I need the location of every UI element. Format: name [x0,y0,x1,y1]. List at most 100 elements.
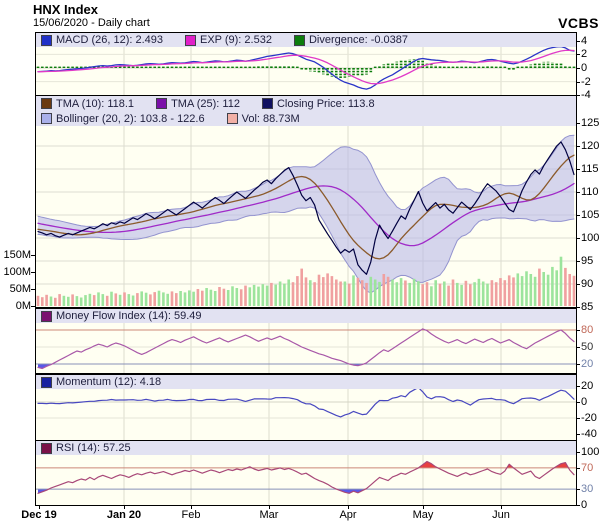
legend-swatch-icon [41,376,52,388]
volume-bar [131,295,135,306]
axis-tick-mark [576,41,580,42]
volume-bar [555,270,558,306]
volume-bar [252,284,256,306]
volume-bar [434,280,437,306]
legend-item: Vol: 88.73M [226,113,300,125]
axis-tick-label: 0 [581,499,588,511]
volume-bar [274,284,277,306]
vcbs-logo: VCBS [558,15,599,31]
volume-bar [460,284,463,306]
month-tick-mark [423,505,424,509]
legend-item: Closing Price: 113.8 [261,98,375,110]
rsi-legend: RSI (14): 57.25 [36,441,576,455]
volume-bar [296,276,299,306]
volume-bar [499,278,502,306]
volume-bar [486,283,489,306]
chart-subtitle: 15/06/2020 - Daily chart [33,17,150,29]
volume-bar [520,276,524,306]
axis-tick-label: 85 [581,301,594,313]
legend-label: RSI (14): 57.25 [56,442,131,454]
volume-bar [92,295,96,306]
volume-bar [412,278,416,306]
volume-bar [188,290,191,306]
volume-bar [149,294,152,306]
axis-tick-label: -40 [581,428,597,440]
legend-item: Bollinger (20, 2): 103.8 - 122.6 [41,113,205,125]
price-legend-row1: TMA (10): 118.1 TMA (25): 112 Closing Pric… [36,96,576,111]
axis-tick-mark [576,402,580,403]
volume-tick-label: 0M [15,300,31,312]
volume-bar [529,274,533,306]
volume-bar [41,297,44,306]
volume-bar [157,290,161,306]
volume-bar [209,289,213,306]
volume-bar [538,268,541,306]
macd-line [37,47,575,90]
volume-bar [75,296,79,306]
volume-bar [213,291,217,306]
legend-item: RSI (14): 57.25 [41,442,131,454]
volume-tick-mark [31,272,35,273]
month-label: Feb [181,509,201,521]
volume-bar [464,280,468,306]
volume-bar [421,284,424,306]
volume-bar [391,279,394,306]
volume-bar [507,275,511,306]
volume-bar [166,293,169,306]
panel-rsi: RSI (14): 57.25 [35,440,577,506]
bollinger-upper-line [37,134,575,227]
legend-swatch-icon [156,98,168,109]
volume-bar [417,281,420,306]
axis-tick-mark [576,418,580,419]
volume-bar [360,280,364,306]
axis-tick-mark [576,489,580,490]
month-tick-mark [191,505,192,509]
volume-bar [88,293,92,306]
volume-bar [309,280,312,306]
bollinger-band [38,135,574,293]
volume-bar [322,277,325,306]
volume-bar [572,275,576,306]
volume-bar [97,292,100,306]
volume-bar [248,287,252,306]
legend-label: Bollinger (20, 2): 103.8 - 122.6 [56,112,205,125]
mfi-legend: Money Flow Index (14): 59.49 [36,309,576,323]
momentum-plot [36,389,576,440]
volume-bar [101,294,105,306]
volume-bar [71,294,74,306]
volume-bar [278,281,282,306]
volume-tick-label: 50M [9,283,31,295]
volume-bar [568,274,571,306]
panel-mfi: Money Flow Index (14): 59.49 [35,308,577,374]
volume-bar [218,287,221,306]
volume-bar [352,275,355,306]
macd-legend: MACD (26, 12): 2.493 EXP (9): 2.532 Diverg… [36,33,576,47]
volume-bar [265,285,269,306]
axis-tick-mark [576,468,580,469]
axis-tick-label: 4 [581,34,588,47]
axis-tick-mark [576,347,580,348]
legend-swatch-icon [226,113,238,124]
legend-swatch-icon [41,113,52,124]
month-tick-mark [124,505,125,509]
volume-bar [54,297,57,306]
volume-bar [231,286,234,306]
legend-item: TMA (10): 118.1 [41,98,134,110]
volume-bar [244,285,247,306]
volume-bar [162,292,165,306]
volume-bar [481,281,485,306]
volume-bar [144,292,148,306]
volume-bar [304,277,308,306]
legend-item: EXP (9): 2.532 [185,34,272,46]
axis-tick-mark [576,307,580,308]
axis-tick-mark [576,330,580,331]
volume-bar [326,273,329,306]
axis-tick-label: -2 [581,75,591,88]
volume-tick-mark [31,306,35,307]
volume-bar [378,281,381,306]
volume-bar [261,284,265,306]
axis-tick-mark [576,261,580,262]
legend-label: TMA (10): 118.1 [56,97,135,110]
axis-tick-label: 70 [581,461,594,474]
panel-price: TMA (10): 118.1 TMA (25): 112 Closing Pric… [35,95,577,309]
